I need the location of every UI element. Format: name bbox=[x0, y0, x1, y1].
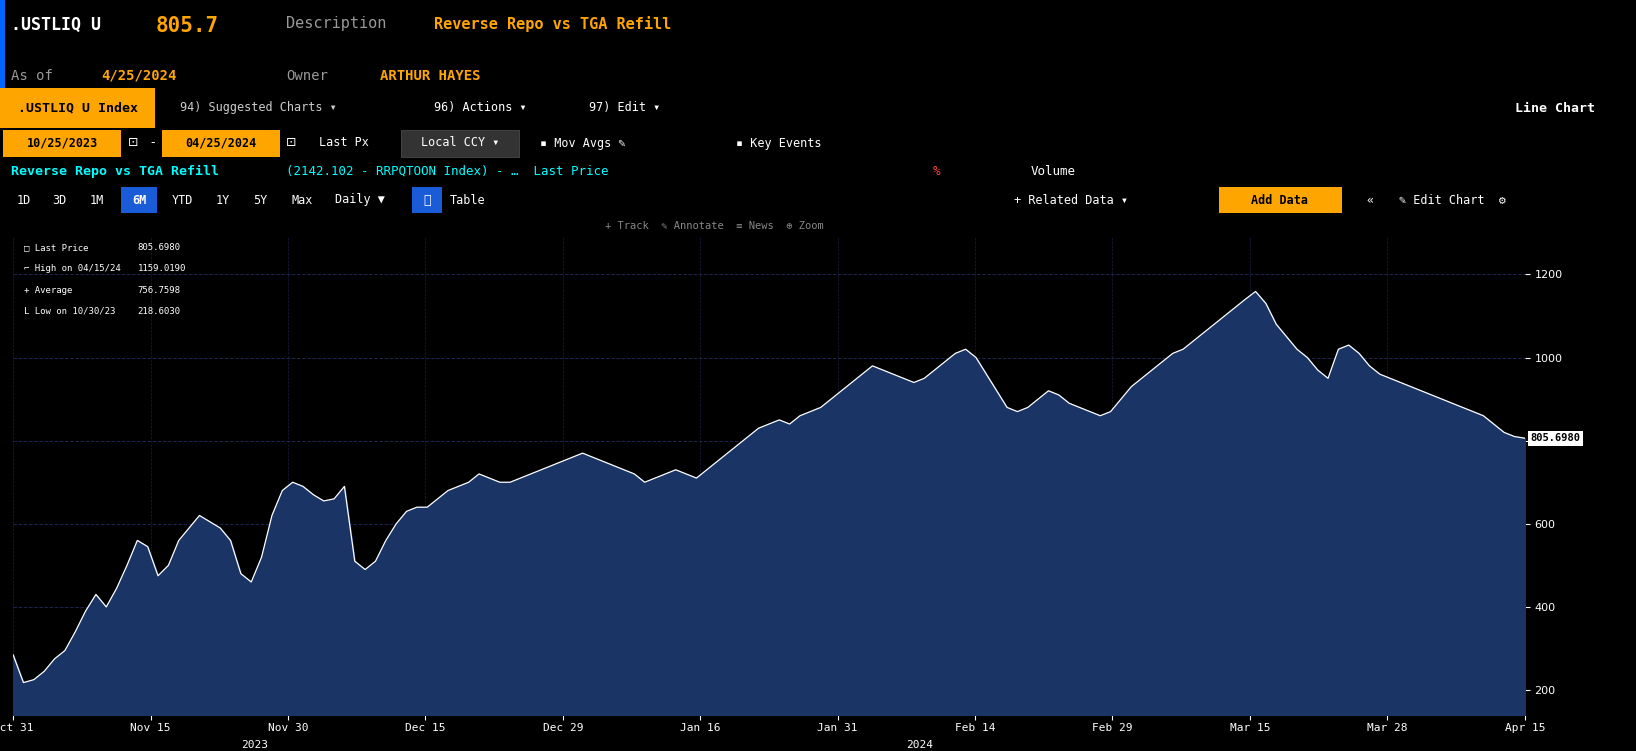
Text: .USTLIQ U: .USTLIQ U bbox=[11, 16, 101, 34]
Text: Reverse Repo vs TGA Refill: Reverse Repo vs TGA Refill bbox=[11, 165, 219, 178]
Text: YTD: YTD bbox=[172, 194, 193, 207]
Text: L Low on 10/30/23: L Low on 10/30/23 bbox=[23, 306, 115, 315]
Text: As of: As of bbox=[11, 68, 54, 83]
Text: Table: Table bbox=[450, 194, 486, 207]
Text: Last Px: Last Px bbox=[319, 137, 368, 149]
Text: -: - bbox=[151, 137, 155, 149]
Text: 2024: 2024 bbox=[906, 740, 934, 750]
Text: 6M: 6M bbox=[133, 194, 146, 207]
Text: + Related Data ▾: + Related Data ▾ bbox=[1014, 194, 1129, 207]
Text: 1Y: 1Y bbox=[216, 194, 231, 207]
Text: 04/25/2024: 04/25/2024 bbox=[185, 137, 257, 149]
Text: ⊡: ⊡ bbox=[128, 137, 137, 149]
Text: 756.7598: 756.7598 bbox=[137, 285, 180, 294]
Text: ARTHUR HAYES: ARTHUR HAYES bbox=[380, 68, 479, 83]
Bar bbox=[121, 188, 157, 213]
Text: «: « bbox=[1366, 194, 1373, 207]
Bar bbox=[0, 0, 5, 88]
Text: 2023: 2023 bbox=[242, 740, 268, 750]
Text: 1D: 1D bbox=[16, 194, 31, 207]
Text: 10/25/2023: 10/25/2023 bbox=[26, 137, 98, 149]
Text: 218.6030: 218.6030 bbox=[137, 306, 180, 315]
Text: 3D: 3D bbox=[52, 194, 67, 207]
Text: □ Last Price: □ Last Price bbox=[23, 243, 88, 252]
Text: 5Y: 5Y bbox=[254, 194, 268, 207]
Text: 805.7: 805.7 bbox=[155, 16, 219, 36]
Text: ▪ Key Events: ▪ Key Events bbox=[736, 137, 821, 149]
Text: Description: Description bbox=[286, 16, 386, 31]
Text: ⊡: ⊡ bbox=[286, 137, 296, 149]
Text: ▪ Mov Avgs ✎: ▪ Mov Avgs ✎ bbox=[540, 137, 625, 149]
Text: %: % bbox=[933, 165, 941, 178]
Text: + Track  ✎ Annotate  ≡ News  ⊕ Zoom: + Track ✎ Annotate ≡ News ⊕ Zoom bbox=[605, 221, 825, 231]
Bar bbox=[1219, 188, 1342, 213]
Text: 1M: 1M bbox=[90, 194, 105, 207]
Text: Owner: Owner bbox=[286, 68, 329, 83]
Text: ⌐ High on 04/15/24: ⌐ High on 04/15/24 bbox=[23, 264, 121, 273]
Text: Local CCY ▾: Local CCY ▾ bbox=[420, 137, 499, 149]
Text: 94) Suggested Charts ▾: 94) Suggested Charts ▾ bbox=[180, 101, 337, 114]
Bar bbox=[162, 129, 280, 156]
Text: 805.6980: 805.6980 bbox=[137, 243, 180, 252]
Text: .USTLIQ U Index: .USTLIQ U Index bbox=[18, 101, 137, 114]
Text: Max: Max bbox=[291, 194, 312, 207]
Text: 805.6980: 805.6980 bbox=[1530, 433, 1580, 443]
Text: 1159.0190: 1159.0190 bbox=[137, 264, 187, 273]
Text: Line Chart: Line Chart bbox=[1515, 101, 1595, 114]
Text: 97) Edit ▾: 97) Edit ▾ bbox=[589, 101, 661, 114]
Bar bbox=[3, 129, 121, 156]
Text: 96) Actions ▾: 96) Actions ▾ bbox=[434, 101, 527, 114]
Text: ✎ Edit Chart  ⚙: ✎ Edit Chart ⚙ bbox=[1399, 194, 1505, 207]
Text: Daily ▼: Daily ▼ bbox=[335, 194, 384, 207]
Bar bbox=[412, 188, 442, 213]
Text: ⌇: ⌇ bbox=[424, 194, 430, 207]
Text: Add Data: Add Data bbox=[1252, 194, 1307, 207]
Bar bbox=[0, 88, 155, 128]
Text: + Average: + Average bbox=[23, 285, 72, 294]
Text: (2142.102 - RRPQTOON Index) - …  Last Price: (2142.102 - RRPQTOON Index) - … Last Pri… bbox=[286, 165, 609, 178]
Bar bbox=[401, 129, 519, 156]
Text: Volume: Volume bbox=[1031, 165, 1076, 178]
Text: 4/25/2024: 4/25/2024 bbox=[101, 68, 177, 83]
Text: Reverse Repo vs TGA Refill: Reverse Repo vs TGA Refill bbox=[434, 16, 671, 32]
